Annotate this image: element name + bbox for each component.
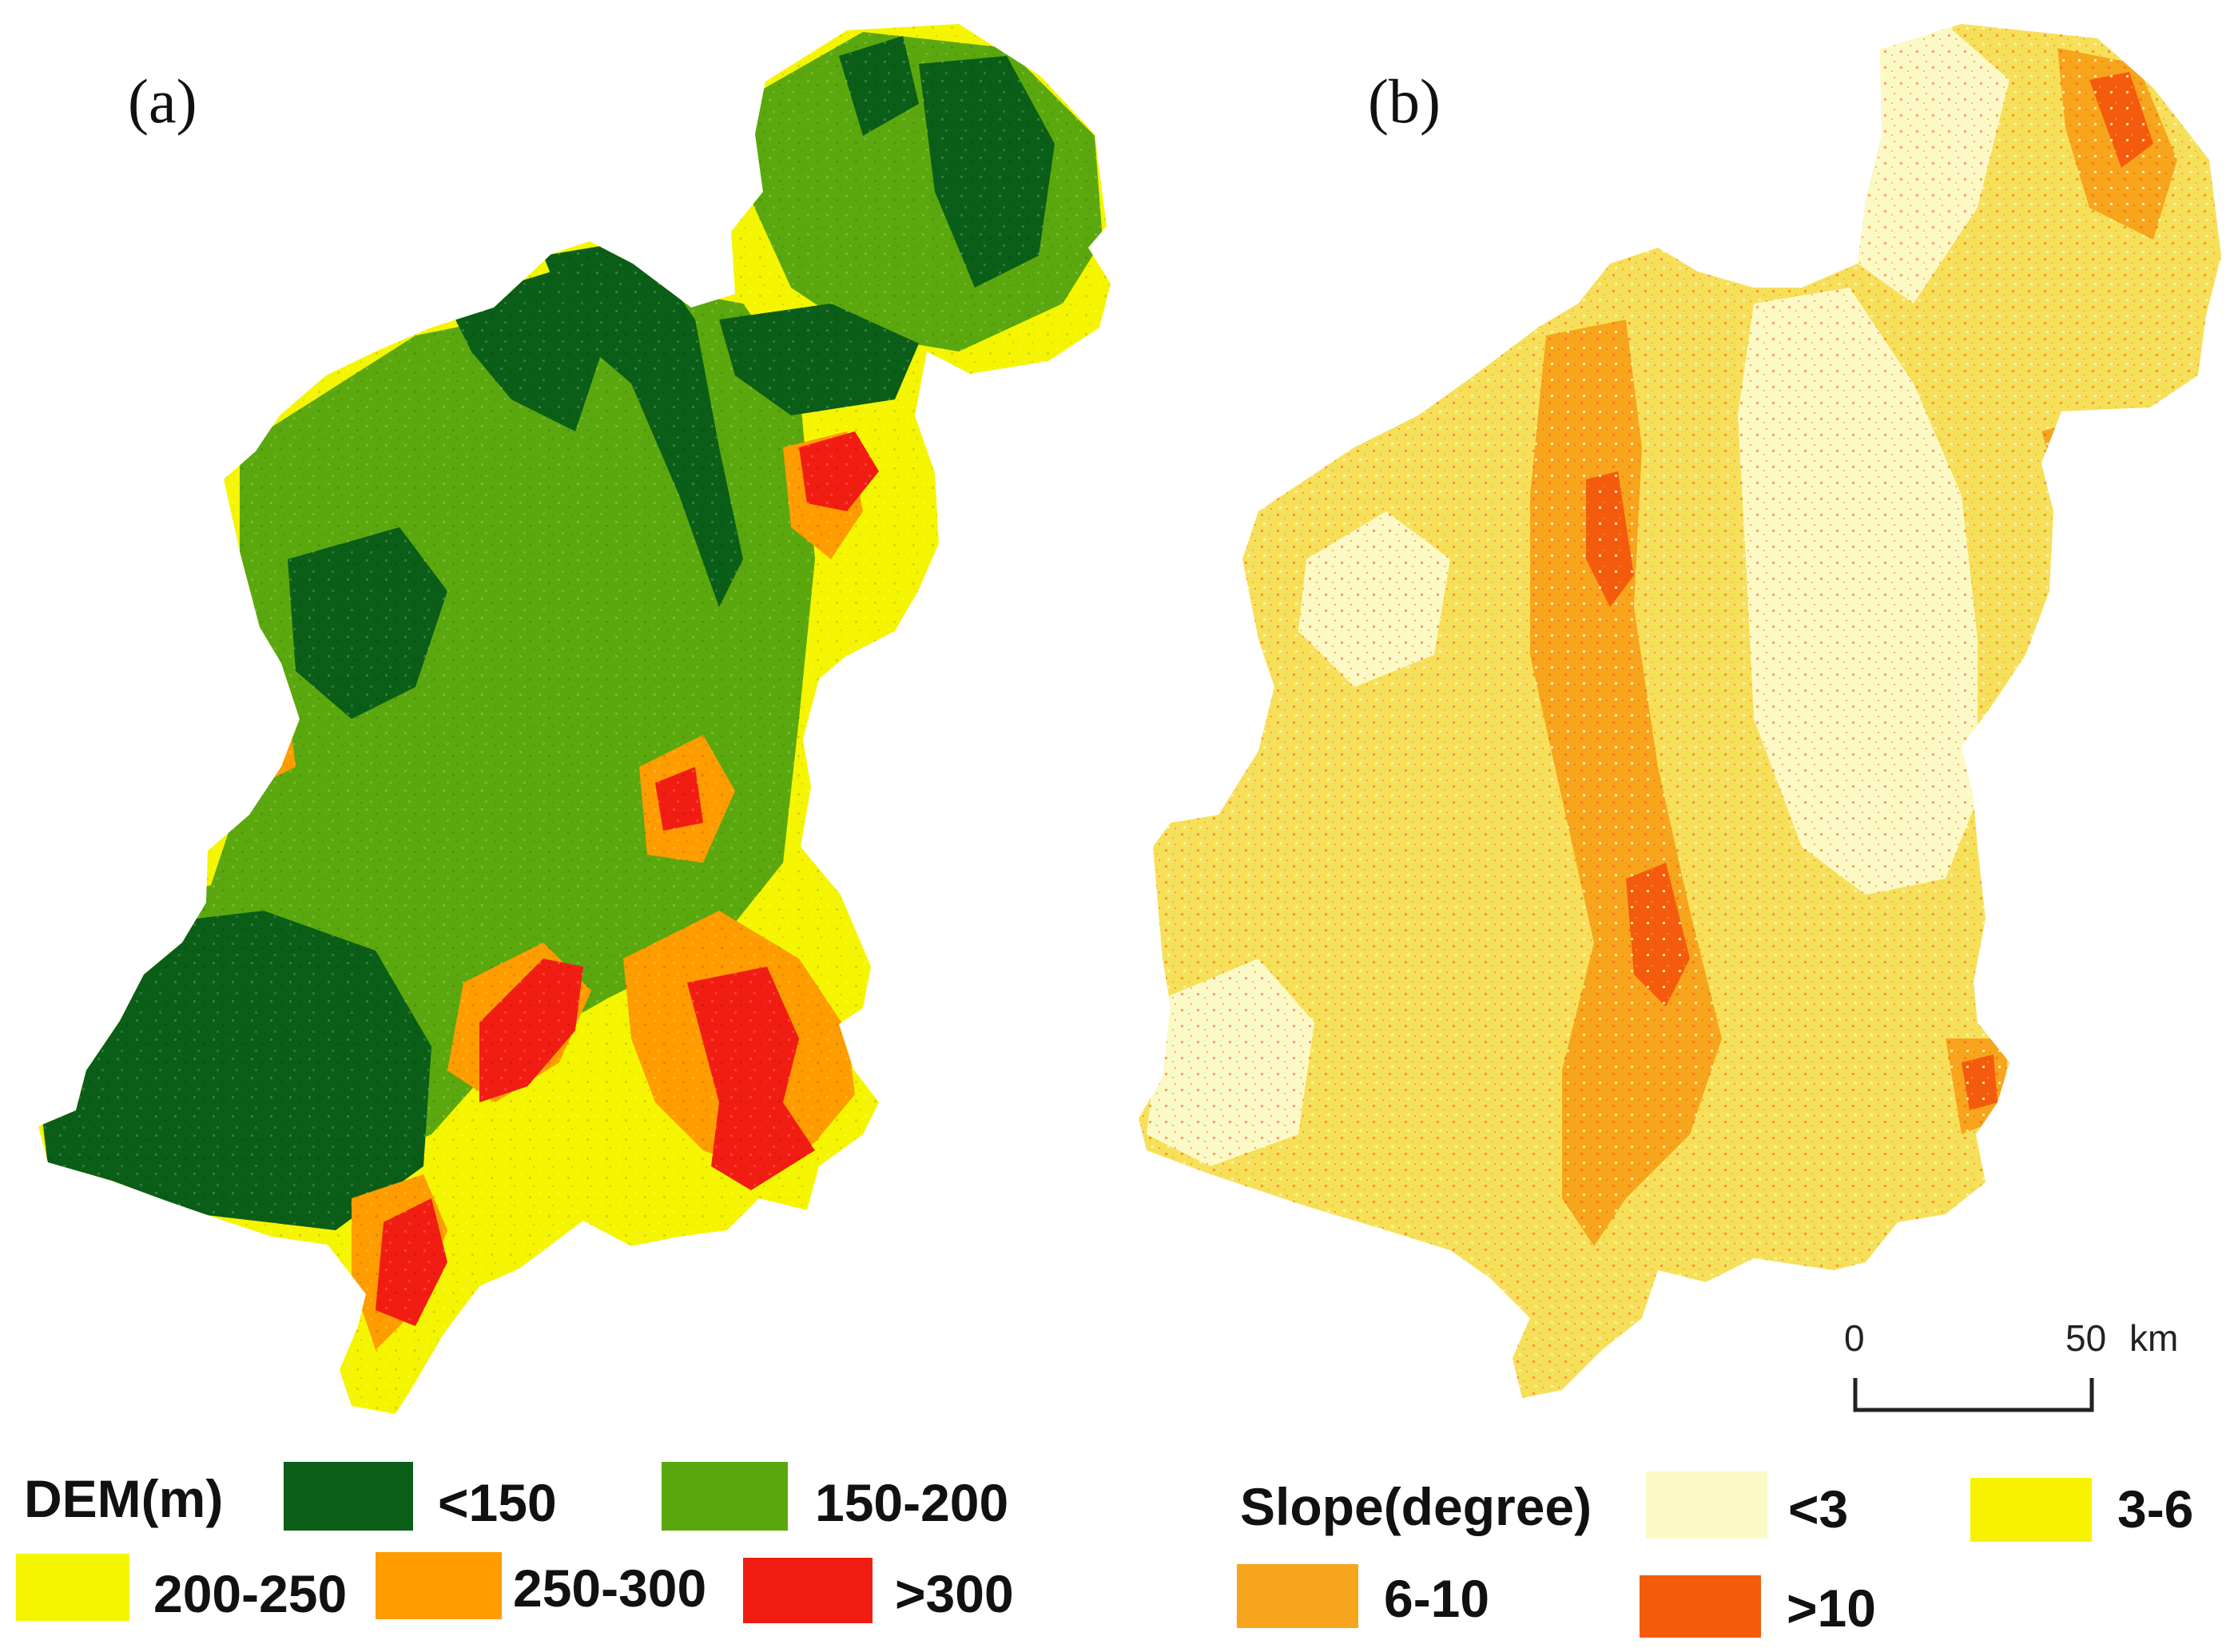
dem-label-200-250: 200-250 [153, 1564, 348, 1623]
dem-swatch-gt300 [743, 1558, 873, 1623]
dem-swatch-150-200 [662, 1462, 788, 1531]
dem-swatch-lt150 [284, 1462, 413, 1531]
slope-label-6-10: 6-10 [1384, 1569, 1490, 1628]
dem-label-150-200: 150-200 [815, 1473, 1009, 1532]
slope-swatch-lt3 [1646, 1471, 1767, 1539]
scale-bar [1853, 1378, 2094, 1412]
slope-map [1139, 24, 2221, 1398]
panel-b-label: (b) [1368, 66, 1441, 136]
slope-swatch-gt10 [1640, 1575, 1761, 1638]
slope-label-gt10: >10 [1787, 1579, 1876, 1638]
scale-bar-end: 50 [2065, 1317, 2107, 1359]
scale-bar-unit: km [2129, 1317, 2179, 1359]
slope-swatch-6-10 [1237, 1564, 1358, 1628]
dem-label-lt150: <150 [438, 1473, 557, 1532]
slope-legend-title: Slope(degree) [1240, 1477, 1592, 1536]
slope-label-3-6: 3-6 [2117, 1479, 2194, 1539]
dem-swatch-200-250 [16, 1554, 129, 1621]
slope-label-lt3: <3 [1788, 1479, 1849, 1539]
slope-swatch-3-6 [1970, 1478, 2092, 1542]
dem-swatch-250-300 [376, 1552, 502, 1619]
dem-label-gt300: >300 [895, 1564, 1014, 1623]
dem-label-250-300: 250-300 [513, 1559, 707, 1618]
panel-a-label: (a) [128, 66, 197, 136]
dem-legend-title: DEM(m) [24, 1469, 224, 1528]
dem-map [38, 24, 1111, 1414]
scale-bar-start: 0 [1844, 1317, 1865, 1359]
